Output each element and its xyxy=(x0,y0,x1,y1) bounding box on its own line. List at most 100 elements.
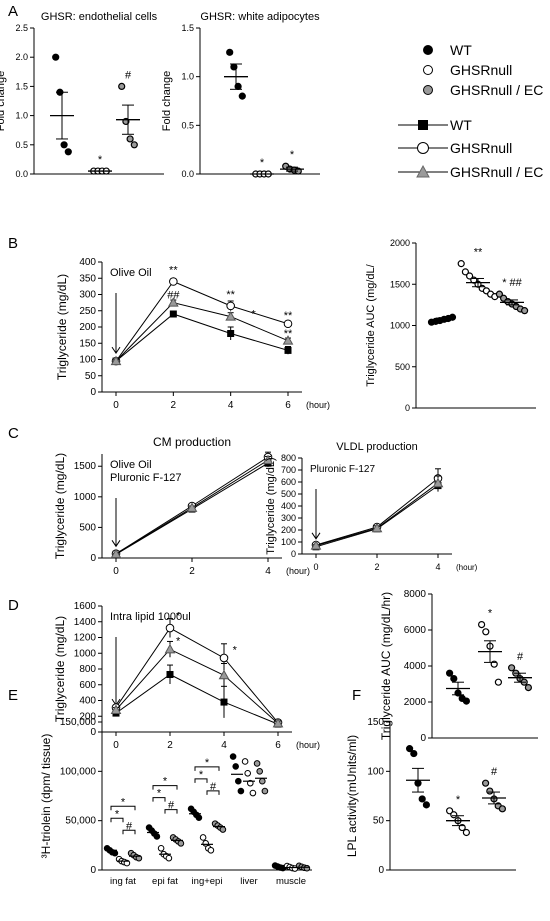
C1-y-axis-label: Triglyceride (mg/dL) xyxy=(53,453,67,559)
D1-marker-null xyxy=(165,623,175,633)
B2-y-tick-label: 500 xyxy=(395,362,410,372)
C1-y-tick-label: 1500 xyxy=(74,461,97,472)
A2-y-tick-label: 1.5 xyxy=(181,23,194,33)
C1-x-tick-label: 2 xyxy=(189,566,195,577)
B1-significance-mark: ** xyxy=(226,289,235,301)
E-point xyxy=(157,844,165,852)
D1-marker-ec xyxy=(272,717,284,728)
E-point xyxy=(261,787,269,795)
A1-y-axis-label: Fold change xyxy=(0,71,7,132)
B1-y-tick-label: 300 xyxy=(79,290,96,301)
B1-y-tick-label: 250 xyxy=(79,306,96,317)
D1-y-tick-label: 400 xyxy=(79,696,96,707)
E-x-tick-label: muscle xyxy=(276,876,306,887)
D1-significance-mark: * xyxy=(176,610,181,622)
E-bracket xyxy=(194,766,220,771)
B1-marker-null xyxy=(169,277,178,286)
C2-y-tick-label: 700 xyxy=(281,465,296,475)
B1-y-tick-label: 150 xyxy=(79,338,96,349)
legend-point-null-label: GHSRnull xyxy=(450,62,512,78)
D1-series-line xyxy=(115,648,279,724)
C2-y-tick-label: 100 xyxy=(281,537,296,547)
B1-significance-mark: ## xyxy=(167,289,180,301)
E-bracket xyxy=(110,817,124,823)
E-significance-mark: * xyxy=(199,769,204,781)
E-significance-mark: # xyxy=(168,800,175,812)
B2-y-axis-label: Triglyceride AUC (mg/dL/ xyxy=(365,263,377,386)
B1-marker-wt xyxy=(169,310,177,318)
C2-marker-ec xyxy=(432,477,444,488)
C1-annotation: Olive Oil xyxy=(110,459,152,471)
F-y-tick-label: 0 xyxy=(378,865,384,876)
A1-title: GHSR: endothelial cells xyxy=(41,11,158,23)
C2-y-tick-label: 200 xyxy=(281,525,296,535)
legend-point-ec-marker xyxy=(423,85,433,95)
C1-marker-ec xyxy=(262,454,274,465)
D1-significance-mark: * xyxy=(176,636,181,648)
A2-point xyxy=(238,92,246,100)
B1-y-tick-label: 100 xyxy=(79,355,96,366)
E-point xyxy=(237,787,245,795)
D2-point xyxy=(478,620,486,629)
legend-line-wt-marker xyxy=(418,120,428,130)
D2-significance-mark: # xyxy=(517,651,524,663)
C2-y-tick-label: 500 xyxy=(281,489,296,499)
D1-marker-ec xyxy=(218,669,230,680)
E-x-tick-label: ing+epi xyxy=(192,876,223,887)
F-point xyxy=(446,807,454,815)
E-x-tick-label: ing fat xyxy=(110,876,136,887)
E-point xyxy=(195,814,203,822)
F-point xyxy=(422,801,430,809)
B1-x-tick-label: 0 xyxy=(113,400,119,411)
E-point xyxy=(241,758,249,765)
A2-point xyxy=(226,48,234,56)
A2-y-axis-label: Fold change xyxy=(161,71,173,132)
D2-y-tick-label: 8000 xyxy=(404,589,427,600)
E-y-axis-label: ³H-triolein (dpm/ tissue) xyxy=(39,734,53,859)
D1-significance-mark: * xyxy=(233,644,238,656)
E-bracket xyxy=(110,805,136,811)
B2-significance-mark: * ## xyxy=(502,277,522,289)
B1-significance-mark: ** xyxy=(169,264,178,276)
C1-annotation: Pluronic F-127 xyxy=(110,472,182,484)
E-significance-mark: * xyxy=(157,788,162,800)
B2-significance-mark: ** xyxy=(474,247,483,259)
C2-y-tick-label: 300 xyxy=(281,513,296,523)
E-point xyxy=(249,789,257,797)
B1-x-tick-label: 4 xyxy=(228,400,234,411)
D2-point xyxy=(482,628,490,636)
B1-y-tick-label: 400 xyxy=(79,257,96,268)
legend-line-null-label: GHSRnull xyxy=(450,140,512,156)
F-significance-mark: * xyxy=(456,794,461,806)
E-point xyxy=(235,777,242,785)
legend-line-ec-label: GHSRnull / EC xyxy=(450,164,543,180)
B1-marker-null xyxy=(226,301,235,311)
D2-point xyxy=(494,678,502,686)
E-point xyxy=(253,760,261,767)
A2-y-tick-label: 0.5 xyxy=(181,120,194,130)
C2-x-tick-label: 2 xyxy=(374,562,379,572)
F-point xyxy=(410,749,418,758)
A1-y-tick-label: 0.0 xyxy=(15,169,28,179)
B1-significance-mark: ** xyxy=(284,310,293,322)
C2-y-tick-label: 800 xyxy=(281,453,296,463)
F-y-tick-label: 100 xyxy=(367,766,384,777)
E-significance-mark: * xyxy=(121,796,126,808)
D1-x-tick-label: 6 xyxy=(275,740,281,751)
B2-point xyxy=(520,307,529,315)
D1-annotation: Intra lipid 1000ul xyxy=(110,611,191,623)
F-point xyxy=(498,805,506,813)
B1-significance-mark: ** xyxy=(284,328,293,340)
D1-y-axis-label: Triglyceride (mg/dL) xyxy=(53,616,67,722)
F-point xyxy=(482,779,490,787)
E-significance-mark: # xyxy=(126,820,133,832)
D1-y-tick-label: 0 xyxy=(90,727,96,738)
C2-y-tick-label: 600 xyxy=(281,477,296,487)
B1-marker-ec xyxy=(225,311,237,321)
D2-point xyxy=(462,697,470,705)
C1-x-tick-label: 4 xyxy=(265,566,271,577)
D1-y-tick-label: 1400 xyxy=(74,617,97,628)
A1-y-tick-label: 2.5 xyxy=(15,23,28,33)
E-point xyxy=(256,768,264,775)
E-y-tick-label: 50,000 xyxy=(65,816,96,827)
